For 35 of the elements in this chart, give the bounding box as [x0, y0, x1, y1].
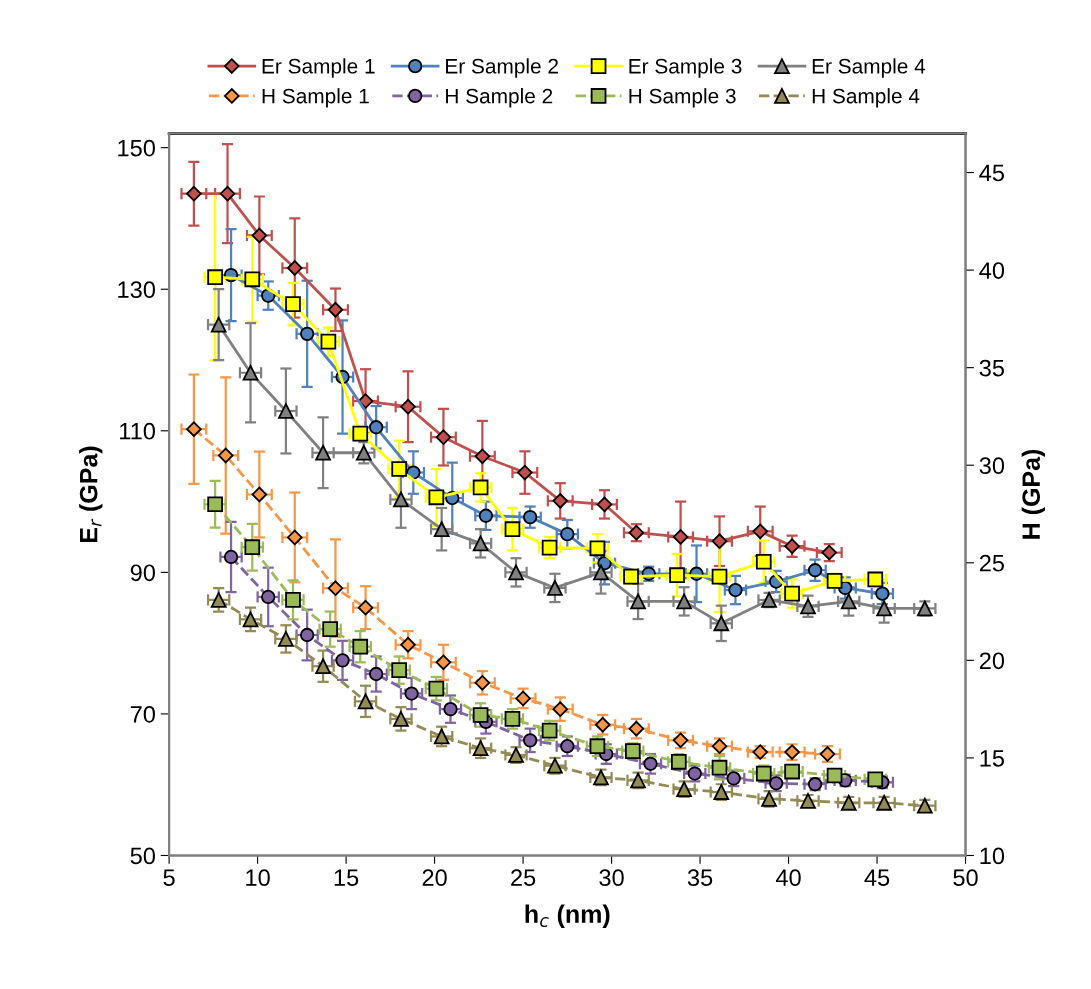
y-tick-label: 50	[130, 847, 155, 865]
y2-tick-label: 15	[980, 750, 1004, 767]
x-tick-label: 40	[775, 869, 801, 887]
y2-tick-label: 25	[979, 554, 1004, 572]
x-tick-label: 5	[163, 869, 175, 887]
x-tick-label: 30	[599, 869, 624, 887]
y2-tick-label: 10	[980, 847, 1005, 865]
y2-tick-label: 45	[979, 164, 1004, 182]
legend-label: Er Sample 4	[812, 58, 926, 78]
y-axis-title: E$_{r}$ (GPa)	[79, 446, 103, 543]
y2-tick-label: 35	[979, 359, 1004, 377]
y-tick-label: 130	[118, 281, 155, 299]
y2-tick-label: 40	[979, 262, 1005, 279]
x-tick-label: 15	[334, 869, 359, 887]
x-tick-label: 45	[864, 869, 890, 887]
legend-label: H Sample 3	[629, 88, 736, 108]
y-tick-label: 70	[130, 705, 155, 723]
x-tick-label: 50	[953, 869, 978, 887]
y2-axis-title: H (GPa)	[1021, 449, 1045, 539]
y-tick-label: 110	[120, 422, 155, 440]
y2-tick-label: 20	[979, 652, 1005, 670]
legend-label: Er Sample 2	[446, 58, 558, 78]
y-tick-label: 150	[118, 139, 155, 157]
legend-label: H Sample 1	[262, 88, 369, 108]
x-tick-label: 10	[246, 869, 270, 887]
x-axis-title: h$_{c}$ (nm)	[525, 904, 610, 928]
x-tick-label: 35	[687, 869, 713, 887]
legend-label: Er Sample 3	[629, 58, 742, 78]
x-tick-label: 25	[511, 869, 536, 887]
legend-label: H Sample 4	[812, 88, 920, 108]
y-tick-label: 90	[130, 564, 155, 582]
y2-tick-label: 30	[979, 457, 1005, 475]
legend-label: H Sample 2	[446, 88, 553, 108]
legend-label: Er Sample 1	[262, 58, 375, 78]
x-tick-label: 20	[422, 869, 447, 887]
